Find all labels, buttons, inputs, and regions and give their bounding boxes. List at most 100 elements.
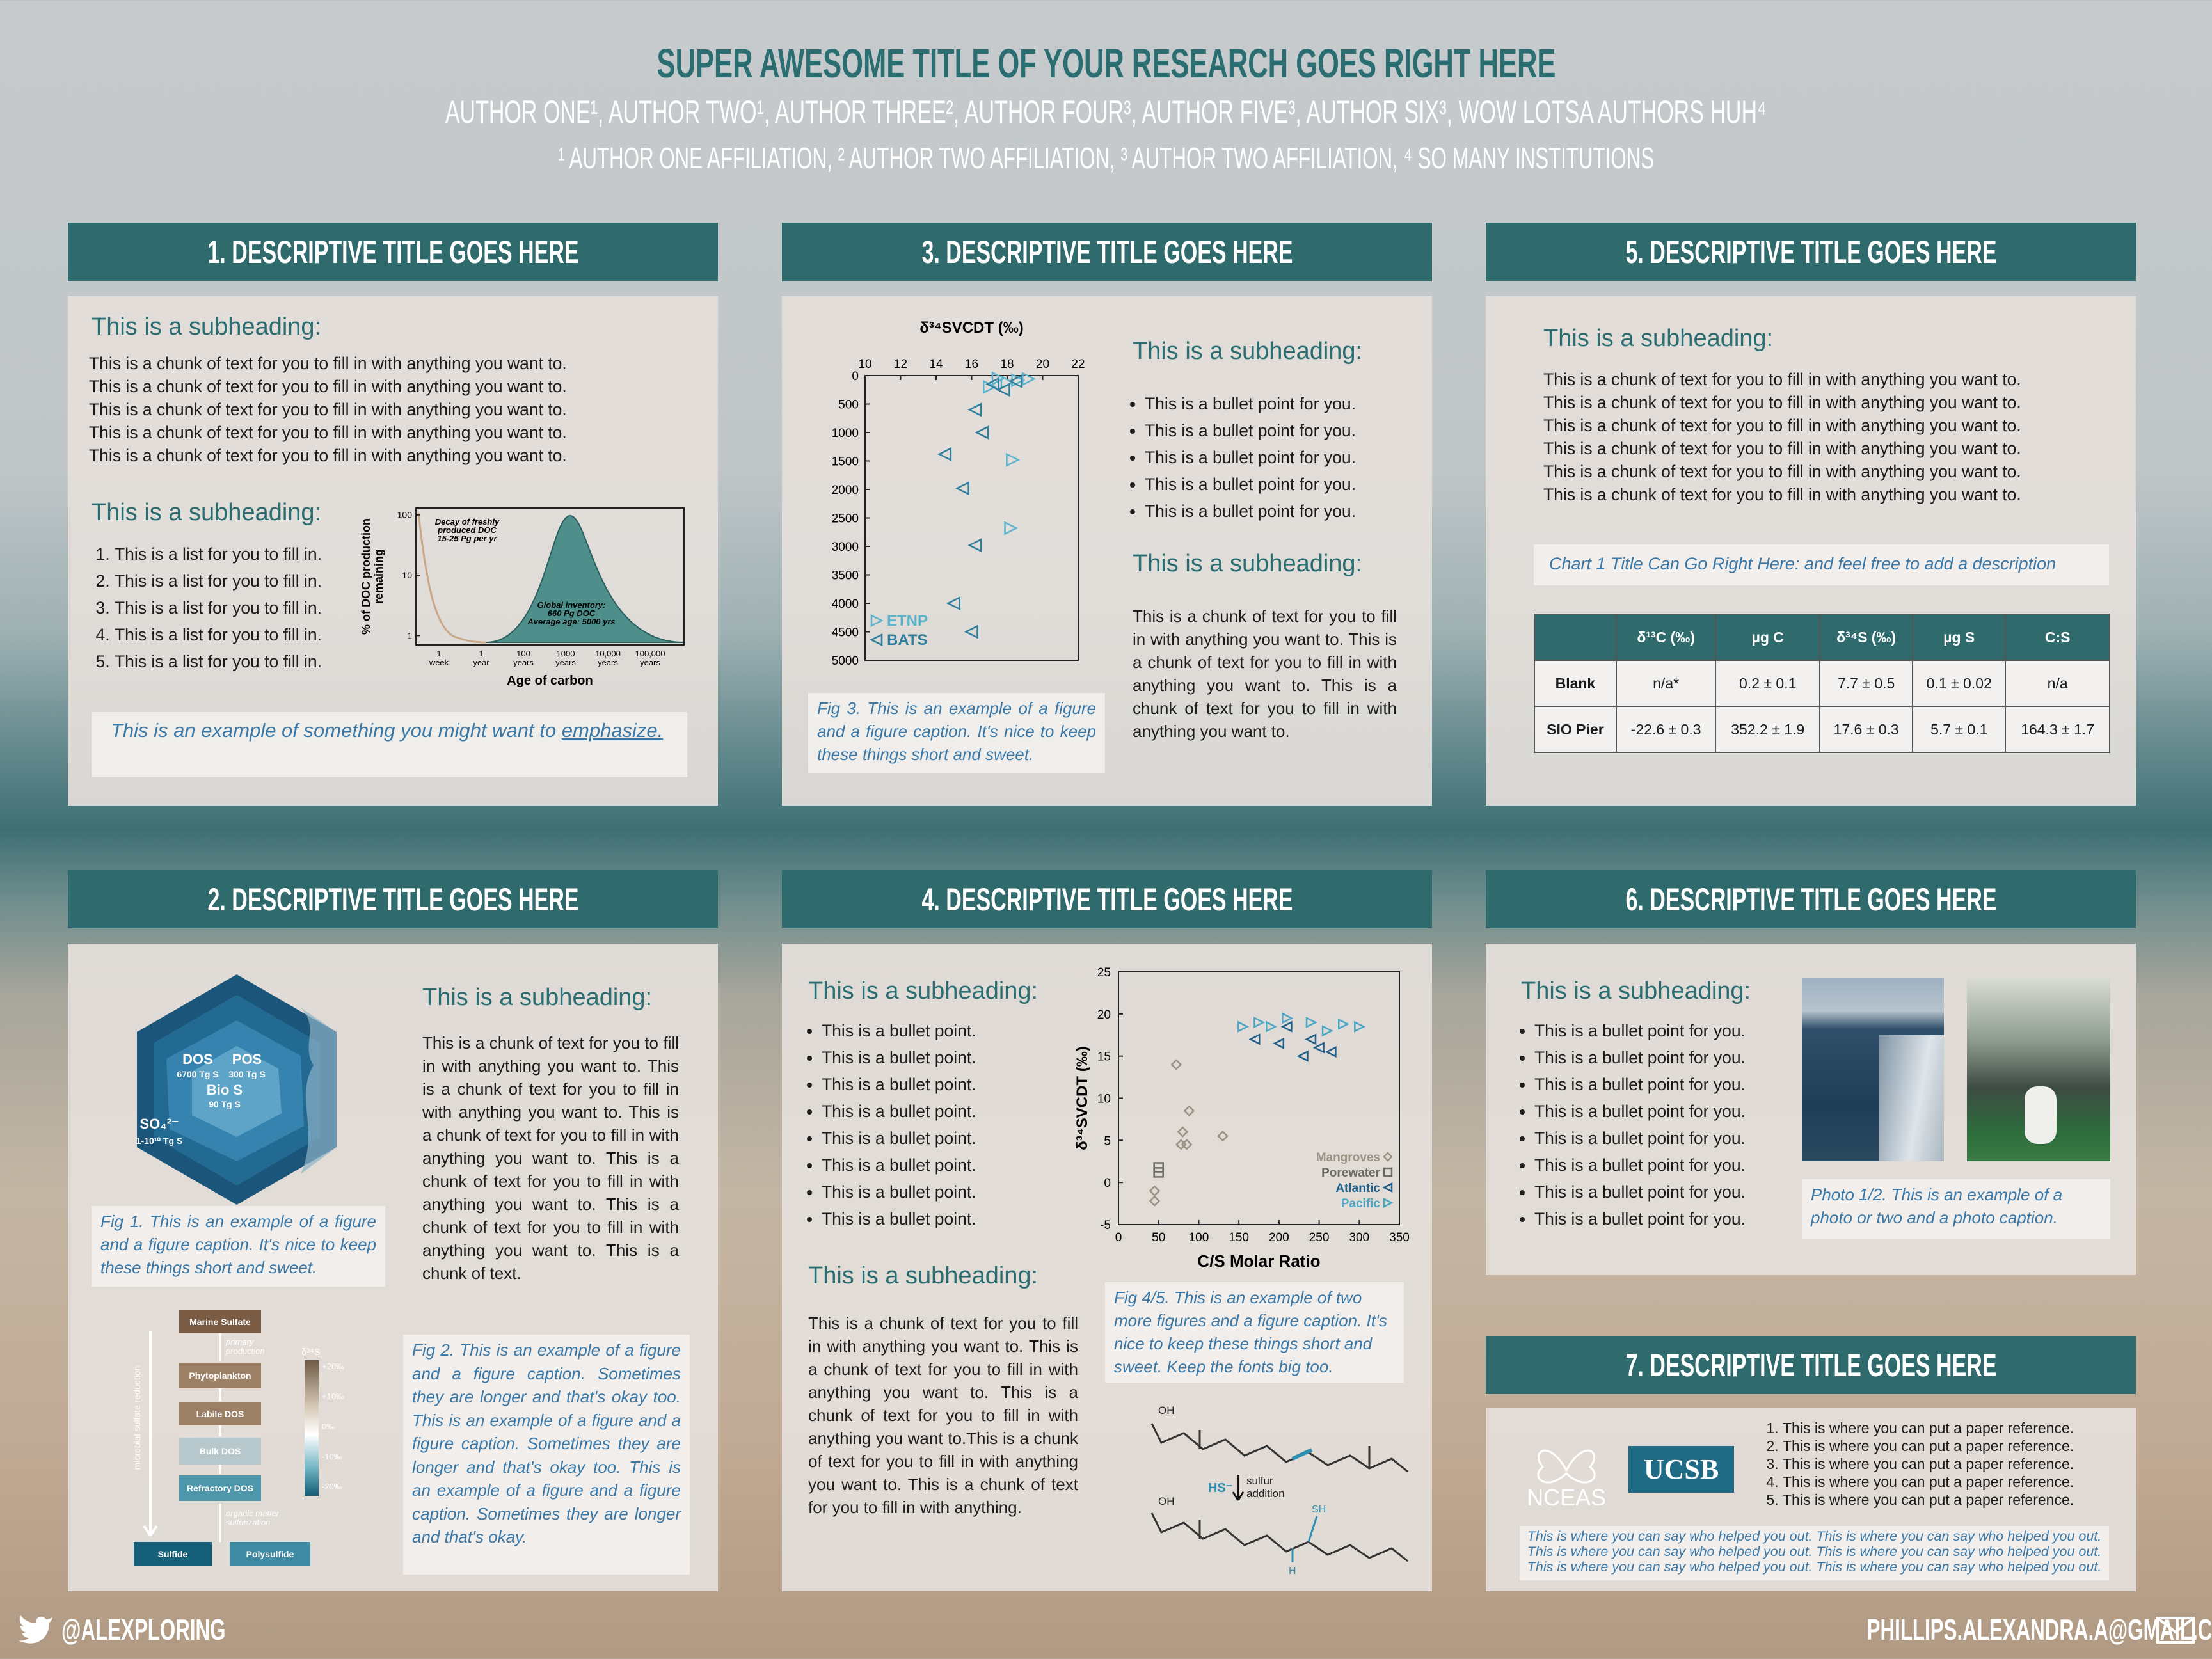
y-tick-label: 2000: [832, 484, 859, 497]
arrow-label: organic matter: [226, 1509, 280, 1518]
text-block: This is a chunk of text for you to fill …: [89, 352, 567, 467]
poster-title: SUPER AWESOME TITLE OF YOUR RESEARCH GOE…: [656, 40, 1556, 86]
legend-label: Atlantic: [1335, 1182, 1380, 1195]
twitter-icon: [19, 1615, 52, 1644]
data-point: [1321, 1025, 1333, 1037]
affiliations: ¹ AUTHOR ONE AFFILIATION, ² AUTHOR TWO A…: [557, 141, 1655, 175]
y-tick-label: 100: [397, 510, 413, 520]
legend-marker: [1383, 1152, 1393, 1162]
bullet: This is a bullet point for you.: [1534, 1205, 1746, 1232]
legend-marker: [1383, 1197, 1394, 1209]
column-header: δ³⁴S (‰): [1819, 614, 1914, 661]
data-point: [1004, 521, 1019, 536]
flow-box-label: Marine Sulfate: [189, 1317, 251, 1327]
mail-icon: [2156, 1617, 2195, 1644]
atom-label: H: [1289, 1566, 1296, 1576]
authors: AUTHOR ONE¹, AUTHOR TWO¹, AUTHOR THREE²,…: [445, 94, 1767, 130]
y-tick-label: 0: [1104, 1177, 1111, 1190]
x-tick-label: 100,000 years: [635, 649, 665, 667]
table-cell: Blank: [1534, 660, 1617, 707]
bullet: This is a bullet point for you.: [1534, 1071, 1746, 1098]
decay-curve: [417, 512, 487, 644]
text-line: This is a chunk of text for you to fill …: [1543, 485, 2021, 504]
data-point: [937, 447, 952, 461]
data-point: [1177, 1126, 1189, 1138]
photo: [1967, 978, 2110, 1161]
plot-frame: [415, 507, 685, 646]
list-item: This is a list for you to fill in.: [115, 568, 322, 594]
x-tick-label: 0: [1115, 1231, 1122, 1244]
flow-box: [179, 1310, 261, 1333]
x-axis-label: Age of carbon: [507, 674, 593, 688]
doc-figure: 100 10 1 1 week 1 year 100 years 1000 years 10,000 y…: [360, 507, 685, 688]
molecule-chain: [1150, 1423, 1408, 1473]
bullet: This is a bullet point for you.: [1534, 1125, 1746, 1152]
text-line: This is a chunk of text for you to fill …: [1543, 439, 2021, 458]
annotation: produced DOC: [437, 525, 497, 535]
x-tick-label: 14: [929, 358, 943, 371]
text-line: This is a chunk of text for you to fill …: [89, 377, 567, 396]
bullet: This is a bullet point.: [822, 1152, 976, 1179]
bullet: This is a bullet point for you.: [1145, 417, 1356, 444]
reaction-label: addition: [1246, 1488, 1285, 1500]
subheading: This is a subheading:: [1133, 338, 1363, 365]
y-tick-label: 10: [402, 570, 412, 580]
reference: This is where you can put a paper refere…: [1783, 1419, 2074, 1437]
bullet: This is a bullet point for you.: [1534, 1017, 1746, 1044]
section-header: 3. DESCRIPTIVE TITLE GOES HERE: [782, 223, 1432, 281]
column-header: µg C: [1715, 614, 1821, 661]
data-point: [955, 481, 969, 496]
ucsb-logo: UCSB: [1628, 1446, 1734, 1493]
data-point: [1006, 452, 1021, 467]
diagram-label: SO₄²⁻: [139, 1116, 179, 1132]
figure-caption: Fig 2. This is an example of a figure an…: [403, 1335, 690, 1575]
side-label: microbial sulfate reduction: [132, 1366, 142, 1470]
hex-layer: [192, 1046, 282, 1137]
hex-edge: [301, 1008, 337, 1174]
photo-caption: Photo 1/2. This is an example of a photo…: [1802, 1179, 2110, 1239]
text-line: This is a chunk of text for you to fill …: [89, 423, 567, 442]
figure-caption: Fig 3. This is an example of a figure an…: [808, 693, 1105, 773]
bullet: This is a bullet point for you.: [1145, 498, 1356, 525]
data-point: [1312, 1042, 1325, 1054]
title-row: SUPER AWESOME TITLE OF YOUR RESEARCH GOE…: [0, 40, 2212, 87]
data-point: [1008, 374, 1023, 388]
table-cell: 352.2 ± 1.9: [1715, 706, 1821, 753]
data-point: [1149, 1195, 1161, 1207]
diagram-label: Bio S: [207, 1082, 243, 1098]
data-point: [1337, 1018, 1349, 1030]
x-tick-label: 100: [1189, 1231, 1209, 1244]
bullet: This is a bullet point.: [822, 1125, 976, 1152]
twitter-row: @ALEXPLORING: [61, 1612, 266, 1647]
bullet: This is a bullet point.: [822, 1205, 976, 1232]
scale-label: -20‰: [322, 1482, 342, 1491]
x-tick-label: 150: [1229, 1231, 1249, 1244]
table-cell: n/a*: [1615, 660, 1717, 707]
section-header: 7. DESCRIPTIVE TITLE GOES HERE: [1486, 1336, 2136, 1394]
section-title: 4. DESCRIPTIVE TITLE GOES HERE: [921, 881, 1293, 917]
numbered-list: This is a list for you to fill in.This i…: [92, 541, 322, 675]
text-line: This is a chunk of text for you to fill …: [89, 354, 567, 373]
legend-marker: [870, 614, 884, 628]
double-bond: [1291, 1448, 1313, 1461]
flow-box: [230, 1542, 310, 1566]
reaction-arrow: [1232, 1475, 1245, 1501]
x-tick-label: 1000 years: [555, 649, 576, 667]
annotation: Average age: 5000 yrs: [527, 617, 615, 626]
x-tick-label: 22: [1071, 358, 1085, 371]
y-tick-label: 4000: [832, 598, 859, 611]
flow-box-label: Polysulfide: [246, 1549, 294, 1559]
data-point: [967, 538, 982, 553]
y-tick-label: 1500: [832, 456, 859, 469]
bullet-list: This is a bullet point for you. This is a…: [1122, 390, 1356, 525]
flow-box: [179, 1402, 261, 1425]
y-tick-label: 4500: [832, 626, 859, 640]
section-header: 6. DESCRIPTIVE TITLE GOES HERE: [1486, 870, 2136, 928]
flow-box-label: Refractory DOS: [187, 1483, 253, 1493]
x-tick-label: 20: [1036, 358, 1049, 371]
diagram-label: 6700 Tg S: [177, 1069, 218, 1079]
diagram-label: DOS: [182, 1051, 213, 1067]
